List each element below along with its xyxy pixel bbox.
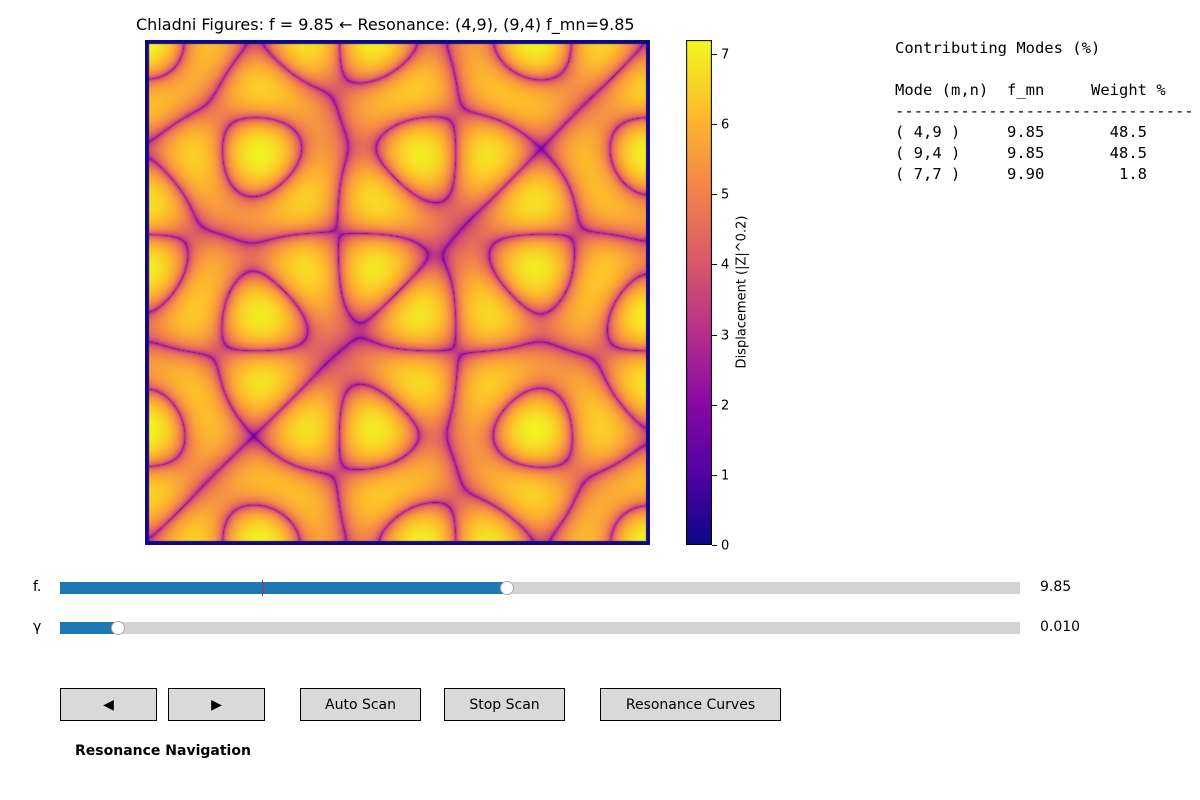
colorbar-tick bbox=[712, 545, 717, 546]
frequency-slider[interactable] bbox=[60, 580, 1020, 596]
modes-row: ( 7,7 ) 9.90 1.8 bbox=[895, 165, 1147, 183]
modes-row: ( 4,9 ) 9.85 48.5 bbox=[895, 123, 1147, 141]
stop-scan-button[interactable]: Stop Scan bbox=[444, 688, 565, 721]
gamma-value: 0.010 bbox=[1040, 619, 1081, 635]
colorbar-tick-label: 3 bbox=[721, 328, 730, 344]
colorbar-tick-label: 5 bbox=[721, 187, 730, 203]
colorbar-tick bbox=[712, 54, 717, 56]
chladni-heatmap bbox=[145, 40, 650, 545]
modes-heading: Contributing Modes (%) bbox=[895, 39, 1101, 57]
colorbar-tick-label: 2 bbox=[721, 398, 730, 414]
resonance-navigation-label: Resonance Navigation bbox=[75, 743, 251, 759]
modes-column-header: Mode (m,n) f_mn Weight % bbox=[895, 81, 1166, 99]
plot-title: Chladni Figures: f = 9.85 ← Resonance: (… bbox=[136, 15, 635, 34]
colorbar-tick-label: 4 bbox=[721, 257, 730, 273]
contributing-modes-panel: Contributing Modes (%) Mode (m,n) f_mn W… bbox=[895, 38, 1194, 185]
frequency-slider-handle[interactable] bbox=[500, 581, 515, 595]
frequency-slider-fill bbox=[60, 582, 508, 594]
colorbar-tick-label: 6 bbox=[721, 117, 730, 133]
modes-row: ( 9,4 ) 9.85 48.5 bbox=[895, 144, 1147, 162]
colorbar-tick-label: 0 bbox=[721, 538, 730, 554]
modes-divider: -------------------------------- bbox=[895, 102, 1194, 120]
resonance-curves-button[interactable]: Resonance Curves bbox=[600, 688, 781, 721]
colorbar-tick-label: 7 bbox=[721, 47, 730, 63]
next-resonance-button[interactable]: ▶ bbox=[168, 688, 265, 721]
colorbar-tick bbox=[712, 404, 717, 406]
gamma-slider-handle[interactable] bbox=[110, 621, 125, 635]
frequency-slider-label: f. bbox=[33, 579, 42, 595]
colorbar-tick bbox=[712, 124, 717, 126]
colorbar-label: Displacement (|Z|^0.2) bbox=[734, 215, 750, 369]
colorbar-tick-label: 1 bbox=[721, 468, 730, 484]
previous-resonance-button[interactable]: ◀ bbox=[60, 688, 157, 721]
colorbar-tick bbox=[712, 194, 717, 196]
colorbar bbox=[686, 40, 712, 545]
colorbar-tick bbox=[712, 474, 717, 476]
gamma-slider-fill bbox=[60, 622, 118, 634]
resonance-marker bbox=[261, 580, 263, 596]
colorbar-tick bbox=[712, 334, 717, 336]
gamma-slider-label: γ bbox=[33, 619, 42, 635]
frequency-value: 9.85 bbox=[1040, 579, 1072, 595]
auto-scan-button[interactable]: Auto Scan bbox=[300, 688, 421, 721]
colorbar-tick bbox=[712, 264, 717, 266]
gamma-slider[interactable] bbox=[60, 621, 1020, 635]
